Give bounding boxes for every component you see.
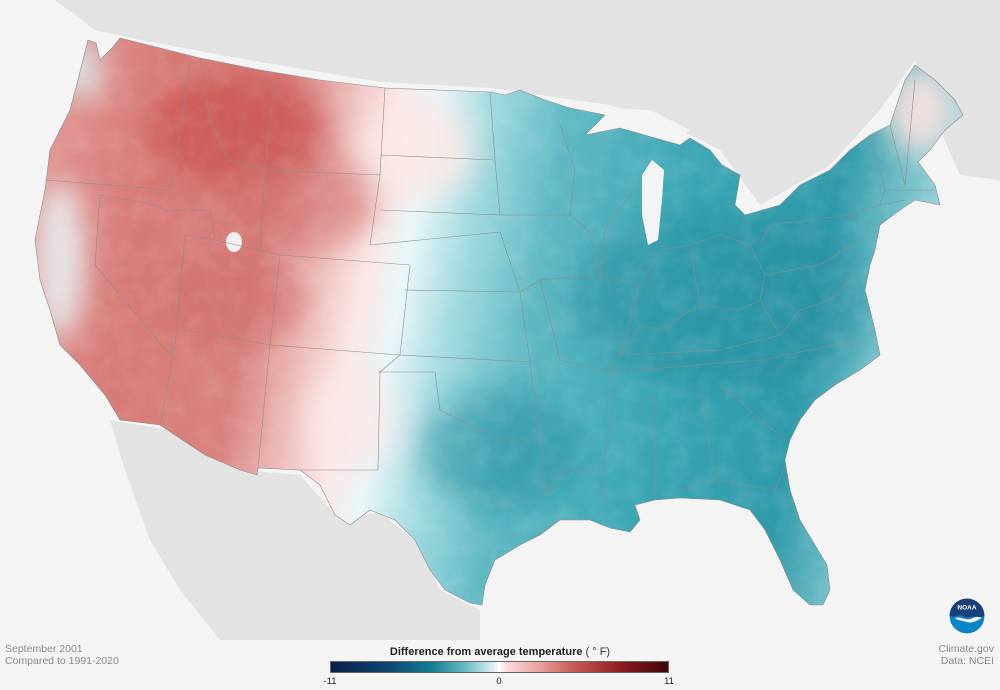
data-credit: Data: NCEI [940,655,994,667]
legend-mid-label: 0 [496,676,502,687]
legend-unit: ( ° F) [585,646,611,658]
canada-landmass [55,0,1000,205]
legend-title: Difference from average temperature ( ° … [300,645,700,659]
legend-min-label: -11 [323,676,337,687]
map-date-caption: September 2001 Compared to 1991-2020 [5,643,119,667]
temperature-anomaly-map [34,0,1000,640]
legend-title-text: Difference from average temperature [389,646,583,658]
color-legend: Difference from average temperature ( ° … [300,645,700,690]
legend-color-bar [330,661,669,673]
surrounding-land [55,0,1000,640]
source-credit: Climate.gov [938,643,994,655]
mexico-landmass [110,420,480,640]
svg-text:NOAA: NOAA [957,605,976,612]
noaa-logo-icon: NOAA [948,597,986,635]
baseline-label: Compared to 1991-2020 [5,655,119,667]
period-label: September 2001 [5,643,83,655]
state-boundaries [34,37,964,606]
map-credits: Climate.gov Data: NCEI [939,643,994,667]
legend-max-label: 11 [664,676,674,687]
